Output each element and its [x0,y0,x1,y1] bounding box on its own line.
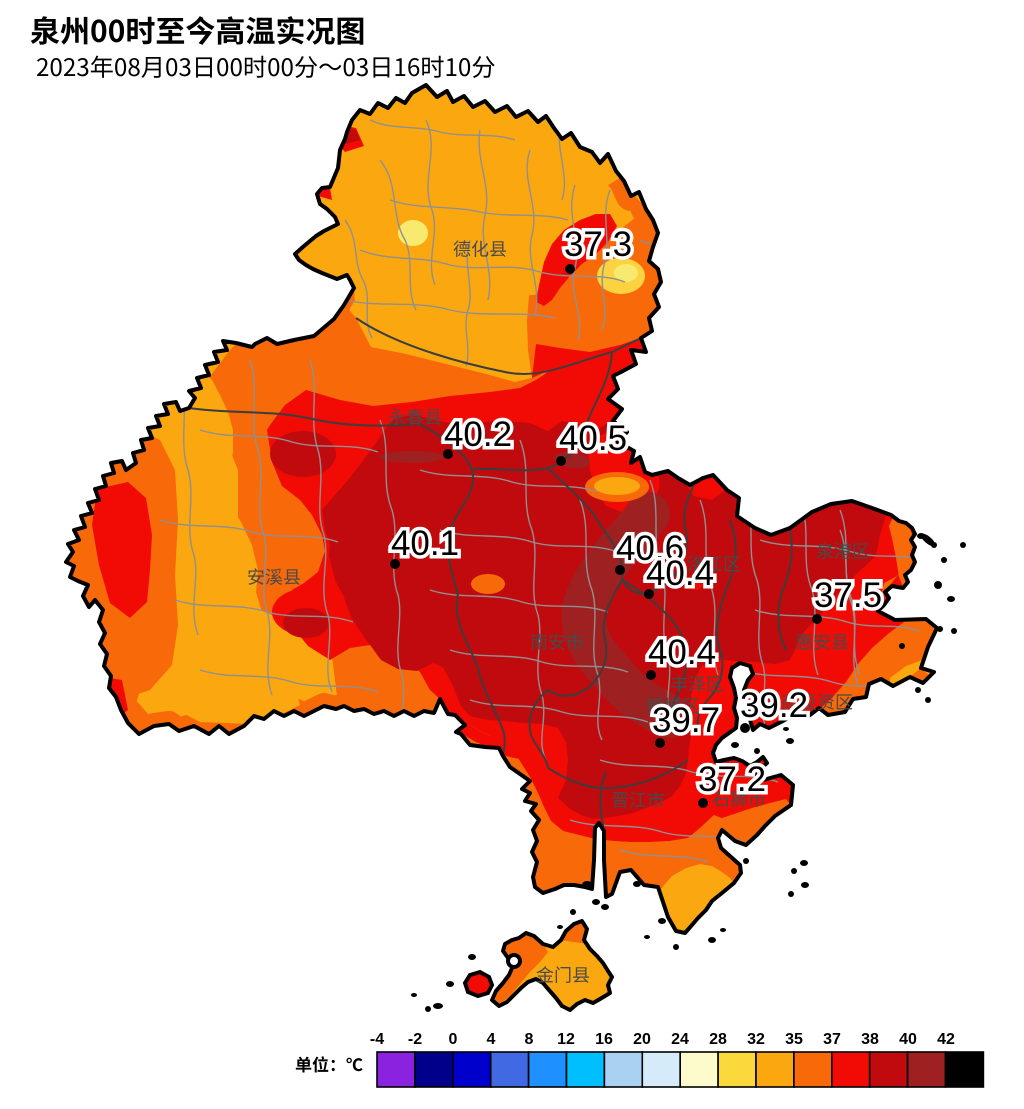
svg-text:37.5: 37.5 [814,576,882,615]
svg-text:39.2: 39.2 [740,686,808,725]
svg-text:42: 42 [937,1031,955,1048]
svg-text:37.2: 37.2 [698,760,766,799]
svg-text:40.6: 40.6 [616,529,684,568]
svg-text:8: 8 [525,1031,534,1048]
svg-text:35: 35 [785,1031,803,1048]
svg-text:-4: -4 [370,1031,384,1048]
svg-text:24: 24 [671,1031,689,1048]
svg-text:0: 0 [449,1031,458,1048]
svg-text:40: 40 [899,1031,917,1048]
svg-text:16: 16 [595,1031,613,1048]
svg-text:28: 28 [709,1031,727,1048]
svg-text:32: 32 [747,1031,765,1048]
svg-text:40.2: 40.2 [444,415,512,454]
svg-text:39.7: 39.7 [652,701,720,740]
svg-text:40.1: 40.1 [391,524,459,563]
svg-text:-2: -2 [408,1031,422,1048]
svg-text:40.4: 40.4 [646,554,714,593]
svg-text:12: 12 [557,1031,575,1048]
svg-text:38: 38 [861,1031,879,1048]
svg-text:40.5: 40.5 [559,419,627,458]
svg-text:37: 37 [823,1031,841,1048]
svg-text:40.4: 40.4 [648,633,716,672]
svg-text:4: 4 [487,1031,496,1048]
svg-text:20: 20 [633,1031,651,1048]
svg-text:37.3: 37.3 [564,225,632,264]
